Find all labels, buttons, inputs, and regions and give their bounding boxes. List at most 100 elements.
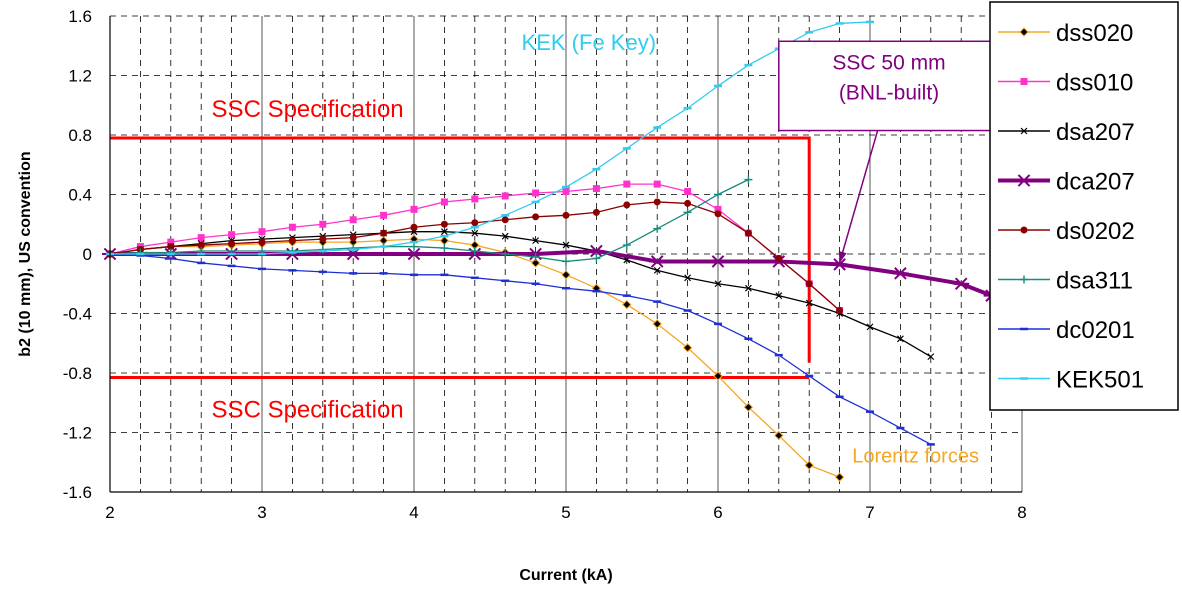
- point-ds0202: [836, 307, 844, 315]
- point-dca207: [892, 267, 909, 280]
- data-series: [102, 20, 1000, 482]
- y-tick-label: 1.6: [68, 7, 92, 26]
- point-dss020: [530, 258, 541, 268]
- point-dss010: [349, 216, 357, 224]
- point-dsa207: [775, 292, 783, 300]
- point-dsa311: [470, 247, 479, 256]
- point-ds0202: [805, 280, 813, 288]
- point-ds0202: [380, 229, 388, 237]
- series-dsa311: [106, 175, 753, 266]
- point-dss020: [743, 402, 754, 412]
- point-dsa311: [683, 208, 692, 217]
- ssc-specification-box: [110, 136, 811, 379]
- point-dsa311: [622, 241, 631, 250]
- legend-marker-dss020: [1019, 27, 1029, 37]
- legend-label-dc0201: dc0201: [1056, 317, 1135, 344]
- x-tick-label: 6: [713, 503, 722, 522]
- grid-lines: [109, 15, 1023, 493]
- point-dsa207: [532, 237, 540, 245]
- spec-bottom-label: SSC Specification: [212, 397, 404, 424]
- point-dsa207: [440, 228, 448, 236]
- point-ds0202: [744, 229, 752, 237]
- y-tick-label: 0.4: [68, 186, 92, 205]
- x-tick-label: 8: [1017, 503, 1026, 522]
- point-dss020: [713, 371, 723, 381]
- series-line-KEK501: [110, 21, 871, 255]
- legend-label-ds0202: ds0202: [1056, 218, 1135, 245]
- point-dss020: [652, 319, 662, 329]
- spec-upper-limit: [110, 136, 811, 363]
- point-ds0202: [501, 216, 509, 224]
- point-dsa207: [866, 323, 874, 331]
- point-dsa311: [531, 252, 540, 261]
- point-ds0202: [228, 240, 236, 248]
- ssc50-arrowhead: [838, 250, 847, 263]
- point-ds0202: [623, 201, 631, 209]
- point-dsa207: [714, 280, 722, 288]
- point-dss020: [834, 472, 845, 482]
- point-dsa207: [501, 232, 509, 240]
- point-dss010: [714, 205, 722, 213]
- series-line-dsa311: [109, 179, 749, 263]
- y-tick-label: -1.2: [63, 424, 92, 443]
- point-dsa311: [562, 257, 570, 266]
- legend-label-dca207: dca207: [1056, 169, 1135, 196]
- point-dsa207: [562, 241, 570, 249]
- point-dsa311: [440, 244, 449, 253]
- y-axis-label: b2 (10 mm), US convention: [17, 151, 34, 356]
- y-tick-label: -1.6: [63, 483, 92, 502]
- point-dss010: [410, 205, 418, 213]
- series-line-dca207: [110, 249, 993, 298]
- point-dsa311: [592, 254, 601, 263]
- point-dsa207: [684, 274, 692, 282]
- spec-top-label: SSC Specification: [212, 96, 404, 123]
- point-ds0202: [592, 208, 600, 216]
- y-tick-label: 1.2: [68, 67, 92, 86]
- x-axis-label: Current (kA): [519, 567, 612, 584]
- legend-marker-dss010: [1020, 78, 1028, 85]
- kek-label: KEK (Fe Key): [522, 30, 656, 55]
- point-dss020: [561, 270, 571, 280]
- point-dss010: [228, 231, 236, 239]
- point-dss010: [258, 228, 266, 236]
- axes: [109, 16, 1022, 493]
- x-tick-label: 4: [409, 503, 418, 522]
- series-ds0202: [106, 198, 844, 315]
- point-dss010: [288, 223, 296, 231]
- point-dss010: [471, 195, 479, 203]
- point-dsa207: [927, 353, 935, 361]
- point-ds0202: [288, 237, 296, 245]
- series-line-dc0201: [109, 253, 932, 445]
- legend-label-KEK501: KEK501: [1056, 367, 1144, 394]
- point-dsa311: [714, 190, 722, 199]
- x-tick-label: 5: [561, 503, 570, 522]
- point-dss010: [380, 211, 388, 219]
- point-ds0202: [471, 219, 479, 227]
- point-dss010: [684, 188, 692, 196]
- legend-label-dsa207: dsa207: [1056, 119, 1135, 146]
- ssc50-label-line1: SSC 50 mm: [832, 51, 945, 74]
- legend-marker-dsa311: [1020, 275, 1028, 284]
- tick-labels: 2 3 4 5 6 7 8 1.6 1.2 0.8 0.4 0 -0.4 -0.8 -1.2 -1.6: [63, 7, 1027, 522]
- y-tick-label: 0.8: [68, 126, 92, 145]
- point-dca207: [588, 244, 605, 258]
- point-dss010: [501, 192, 509, 200]
- point-ds0202: [684, 199, 692, 207]
- ssc50-arrow: [838, 130, 879, 264]
- series-dc0201: [106, 252, 935, 446]
- point-dca207: [831, 258, 848, 271]
- point-dca207: [406, 247, 422, 261]
- series-line-dsa207: [109, 231, 932, 358]
- point-dss020: [804, 460, 814, 470]
- point-ds0202: [349, 234, 357, 242]
- legend-box: [989, 1, 1179, 411]
- point-ds0202: [775, 254, 783, 262]
- point-ds0202: [653, 198, 661, 206]
- lorentz-label: Lorentz forces: [852, 445, 979, 467]
- y-tick-label: 0: [83, 245, 92, 264]
- point-dss010: [197, 234, 205, 242]
- point-dss010: [532, 189, 540, 197]
- annotations: SSC Specification SSC Specification KEK (F…: [212, 30, 1000, 467]
- point-ds0202: [410, 223, 418, 231]
